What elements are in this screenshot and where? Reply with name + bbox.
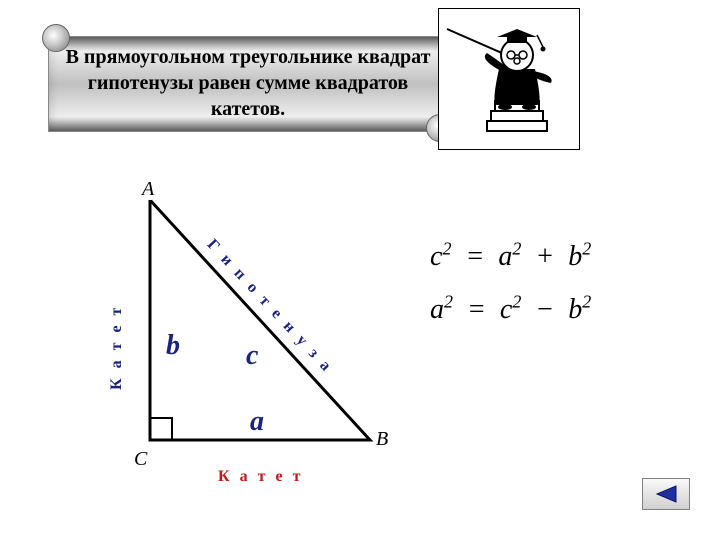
formula-1: c2 = a2 + b2 [430,230,591,283]
theorem-text: В прямоугольном треугольнике квадрат гип… [62,44,434,122]
vertex-b-label: B [376,428,388,451]
vertex-a-label: A [142,178,154,201]
formula-2: a2 = c2 − b2 [430,283,591,336]
side-b-name: К а т е т [108,305,126,390]
triangle-left-icon [654,485,678,503]
nav-back-button[interactable] [642,478,690,510]
theorem-banner: В прямоугольном треугольнике квадрат гип… [48,28,448,138]
side-a-name: К а т е т [218,468,303,486]
formulas-block: c2 = a2 + b2 a2 = c2 − b2 [430,230,591,336]
triangle-diagram: A B C b c a К а т е т К а т е т Г и п о … [120,200,410,490]
right-angle-marker [150,418,172,440]
professor-illustration [438,8,580,150]
side-a-label: a [250,406,264,438]
side-c-label: c [246,340,258,372]
side-b-label: b [166,330,180,362]
vertex-c-label: C [134,448,147,471]
triangle-shape [150,200,370,440]
